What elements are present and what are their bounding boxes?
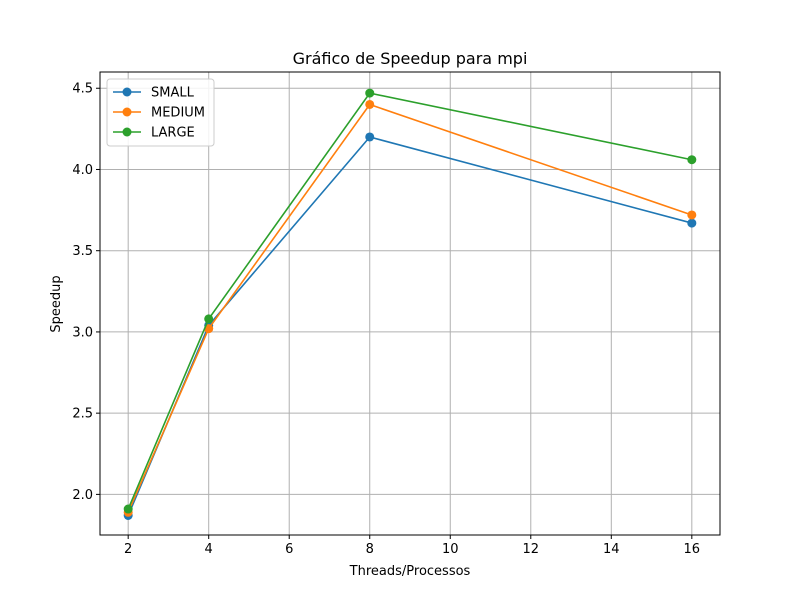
data-point-medium [204,324,214,334]
legend-label-medium: MEDIUM [151,106,205,121]
y-tick-label: 2.5 [72,407,93,422]
x-tick-label: 4 [205,542,213,557]
legend: SMALL MEDIUM LARGE [106,78,215,147]
y-tick-label: 2.0 [72,488,93,503]
data-point-small [687,218,697,228]
data-point-large [687,155,697,165]
data-point-large [365,88,375,98]
series-line-medium [127,103,693,513]
x-tick-label: 6 [285,542,293,557]
data-point-small [365,132,375,142]
series-line-large [127,92,692,510]
data-point-medium [365,99,375,109]
series-layer [123,88,697,521]
x-tick-label: 8 [366,542,374,557]
y-tick-label: 4.0 [72,163,93,178]
data-point-large [123,504,133,514]
y-axis-label: Speedup [49,275,64,332]
x-tick-label: 12 [523,542,540,557]
x-axis-label: Threads/Processos [349,564,471,579]
data-point-large [204,314,214,324]
data-point-medium [687,210,697,220]
x-tick-label: 14 [603,542,620,557]
axis-ticks: 2 4 6 8 10 12 14 16 2.0 2.5 3.0 3.5 4.0 4.5 [72,82,700,557]
grid-lines [100,72,720,535]
plot-area-frame [99,71,721,536]
legend-marker-small [122,87,132,97]
chart-title: Gráfico de Speedup para mpi [293,49,528,68]
legend-marker-large [122,127,132,137]
x-tick-label: 2 [124,542,132,557]
legend-label-small: SMALL [151,86,195,101]
y-tick-label: 3.5 [72,244,93,259]
legend-box [106,78,215,147]
y-tick-label: 3.0 [72,325,93,340]
x-tick-label: 16 [684,542,701,557]
series-large [123,88,697,514]
x-tick-label: 10 [442,542,459,557]
legend-marker-medium [122,107,132,117]
legend-label-large: LARGE [151,126,195,141]
y-tick-label: 4.5 [72,82,93,97]
